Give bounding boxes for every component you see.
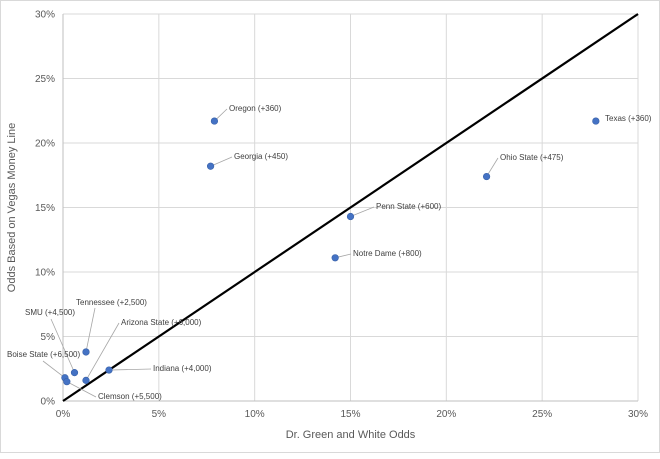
leader-line-boise-state — [42, 360, 66, 379]
y-tick-label: 10% — [35, 268, 55, 279]
x-tick-label: 25% — [532, 409, 552, 420]
data-label-georgia: Georgia (+450) — [234, 152, 288, 161]
y-tick-label: 15% — [35, 203, 55, 214]
data-point-georgia — [206, 162, 215, 170]
data-label-penn-state: Penn State (+600) — [376, 202, 441, 211]
data-point-notre-dame — [331, 254, 339, 262]
data-point-smu — [70, 369, 79, 377]
data-point-penn-state — [346, 212, 355, 221]
leader-line-ohio-state — [486, 157, 499, 177]
y-axis-title: Odds Based on Vegas Money Line — [6, 123, 18, 292]
data-point-ohio-state — [482, 172, 491, 181]
point-labels: Texas (+360) Oregon (+360) Georgia (+450) O… — [7, 104, 652, 401]
x-tick-label: 15% — [340, 409, 360, 420]
data-label-texas: Texas (+360) — [605, 114, 652, 123]
data-point-texas — [592, 117, 600, 125]
data-label-smu: SMU (+4,500) — [25, 308, 75, 317]
data-label-ohio-state: Ohio State (+475) — [500, 153, 564, 162]
y-tick-label: 25% — [35, 74, 55, 85]
data-label-boise-state: Boise State (+6,500) — [7, 350, 80, 359]
leader-line-clemson — [66, 381, 97, 398]
data-label-oregon: Oregon (+360) — [229, 104, 282, 113]
y-tick-label: 0% — [41, 397, 56, 408]
data-label-clemson: Clemson (+5,500) — [98, 392, 162, 401]
tick-labels: 0% 5% 10% 15% 20% 25% 30% 0% 5% 10% 15% 20% 25% 30% — [35, 10, 648, 421]
data-point-tennessee — [82, 348, 90, 356]
data-point-oregon — [210, 117, 219, 125]
data-points — [61, 117, 600, 386]
leader-line-indiana — [108, 368, 152, 371]
x-tick-label: 20% — [436, 409, 456, 420]
leader-line-georgia — [210, 156, 233, 167]
reference-line-group — [62, 13, 639, 402]
leader-line-smu — [50, 318, 75, 373]
label-leaders — [42, 108, 499, 398]
leader-line-tennessee — [85, 307, 96, 353]
leader-line-penn-state — [350, 206, 375, 217]
x-tick-label: 30% — [628, 409, 648, 420]
y-tick-label: 30% — [35, 10, 55, 21]
data-point-indiana — [105, 366, 113, 374]
data-label-indiana: Indiana (+4,000) — [153, 364, 212, 373]
data-point-clemson — [63, 378, 71, 386]
axes — [62, 14, 638, 402]
data-point-arizona-state — [82, 376, 90, 384]
reference-line — [62, 13, 639, 402]
y-tick-label: 5% — [41, 332, 56, 343]
data-label-tennessee: Tennessee (+2,500) — [76, 298, 147, 307]
x-axis-title: Dr. Green and White Odds — [286, 429, 416, 441]
leader-line-arizona-state — [85, 322, 120, 381]
x-tick-label: 5% — [152, 409, 167, 420]
y-tick-label: 20% — [35, 139, 55, 150]
x-tick-label: 10% — [245, 409, 265, 420]
data-label-notre-dame: Notre Dame (+800) — [353, 249, 422, 258]
data-label-arizona-state: Arizona State (+6,000) — [121, 318, 202, 327]
x-tick-label: 0% — [56, 409, 71, 420]
